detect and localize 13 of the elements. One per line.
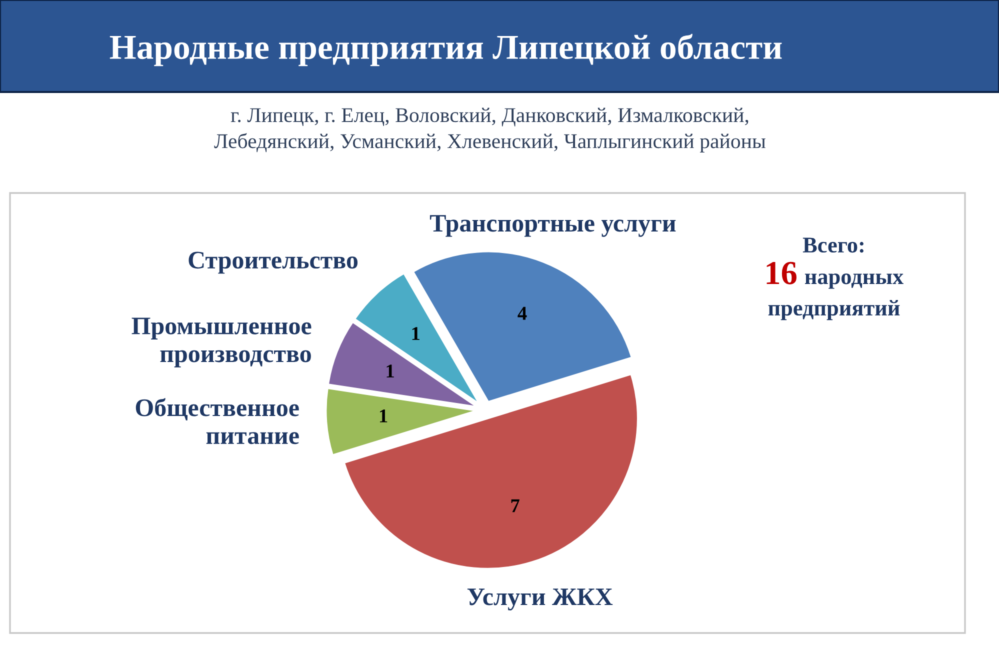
slice-label: Транспортные услуги	[430, 215, 676, 237]
data-label: 1	[380, 409, 388, 422]
slice-label: Строительство	[188, 252, 358, 274]
text: Всего: 16 народных предприятий	[766, 238, 904, 320]
slice-label: Промышленное производство	[132, 318, 312, 368]
chart-subtitle: г. Липецк, г. Елец, Воловский, Данковский, Измалковский, Лебедянский, Усманский, Хлевенский, Чаплыгинский районы	[214, 108, 766, 152]
data-label: 7	[511, 499, 520, 512]
data-label: 1	[386, 364, 394, 378]
data-label: 1	[412, 327, 420, 340]
slice-label: Общественное питание	[136, 398, 299, 444]
slice-label: Услуги ЖКХ	[467, 588, 613, 610]
data-label: 4	[518, 306, 527, 320]
chart-title: Народные предприятия Липецкой области	[110, 34, 782, 66]
